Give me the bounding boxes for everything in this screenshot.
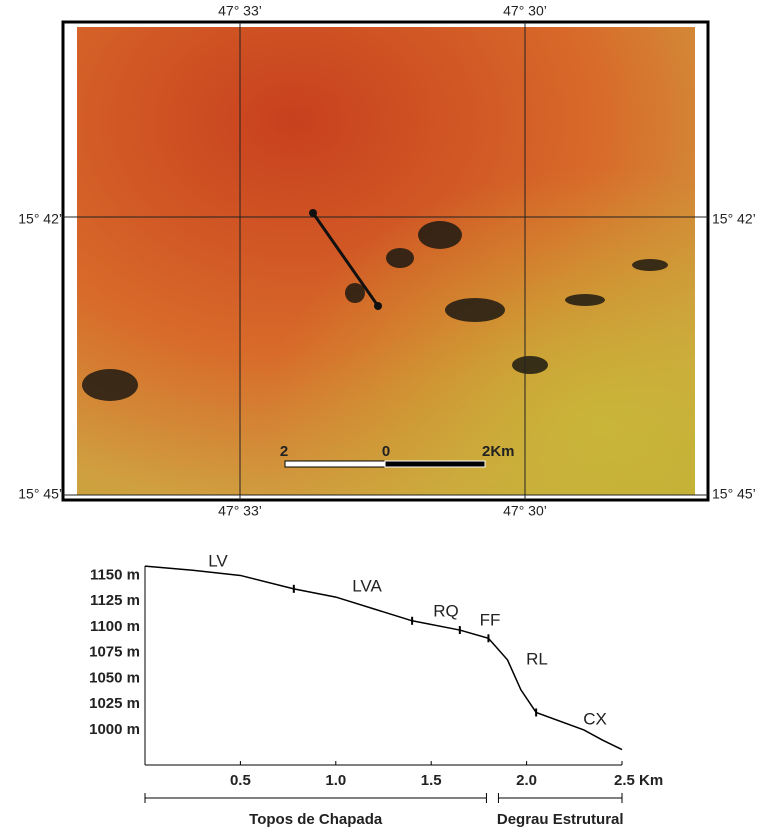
lat-label: 15° 42’: [712, 211, 756, 227]
lat-label: 15° 45’: [18, 486, 62, 502]
track-end: [309, 209, 317, 217]
y-tick-label: 1075 m: [89, 644, 140, 661]
lon-label: 47° 33’: [218, 3, 262, 19]
map: 2 0 2Km 47° 33’ 47° 30’ 47° 33’ 47° 30’ …: [18, 3, 756, 519]
unit-label: LVA: [352, 576, 382, 595]
track-end: [374, 302, 382, 310]
x-tick-label: 1.5: [421, 772, 442, 789]
x-tick-label: 2.0: [516, 772, 537, 789]
unit-label: LV: [208, 551, 228, 570]
x-tick-label: 1.0: [325, 772, 346, 789]
profile-chart: LV LVA RQ FF RL CX 1150 m 1125 m 1100 m 107…: [89, 551, 663, 827]
unit-label: CX: [583, 709, 607, 728]
y-tick-label: 1125 m: [90, 592, 140, 609]
figure: 2 0 2Km 47° 33’ 47° 30’ 47° 33’ 47° 30’ …: [0, 0, 768, 832]
x-tick-label: 0.5: [230, 772, 251, 789]
y-tick-label: 1000 m: [89, 721, 140, 738]
lon-label: 47° 30’: [503, 503, 547, 519]
relief-shade: [77, 27, 695, 495]
y-tick-label: 1050 m: [89, 669, 140, 686]
profile-line: [145, 566, 622, 749]
section-label: Topos de Chapada: [249, 811, 383, 828]
y-tick-label: 1150 m: [90, 566, 140, 583]
x-tick-label: 2.5 Km: [614, 772, 663, 789]
scale-label: 2: [280, 443, 288, 460]
y-tick-label: 1025 m: [89, 695, 140, 712]
scale-label: 2Km: [482, 443, 515, 460]
lat-label: 15° 45’: [712, 486, 756, 502]
unit-label: RL: [526, 649, 548, 668]
y-tick-label: 1100 m: [90, 618, 140, 635]
section-label: Degrau Estrutural: [497, 811, 624, 828]
lon-label: 47° 33’: [218, 503, 262, 519]
lat-label: 15° 42’: [18, 211, 62, 227]
unit-label: RQ: [433, 601, 459, 620]
lon-label: 47° 30’: [503, 3, 547, 19]
scale-label: 0: [382, 443, 390, 460]
unit-label: FF: [480, 610, 501, 629]
